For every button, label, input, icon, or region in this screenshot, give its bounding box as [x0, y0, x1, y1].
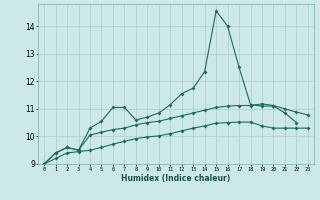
X-axis label: Humidex (Indice chaleur): Humidex (Indice chaleur)	[121, 174, 231, 183]
